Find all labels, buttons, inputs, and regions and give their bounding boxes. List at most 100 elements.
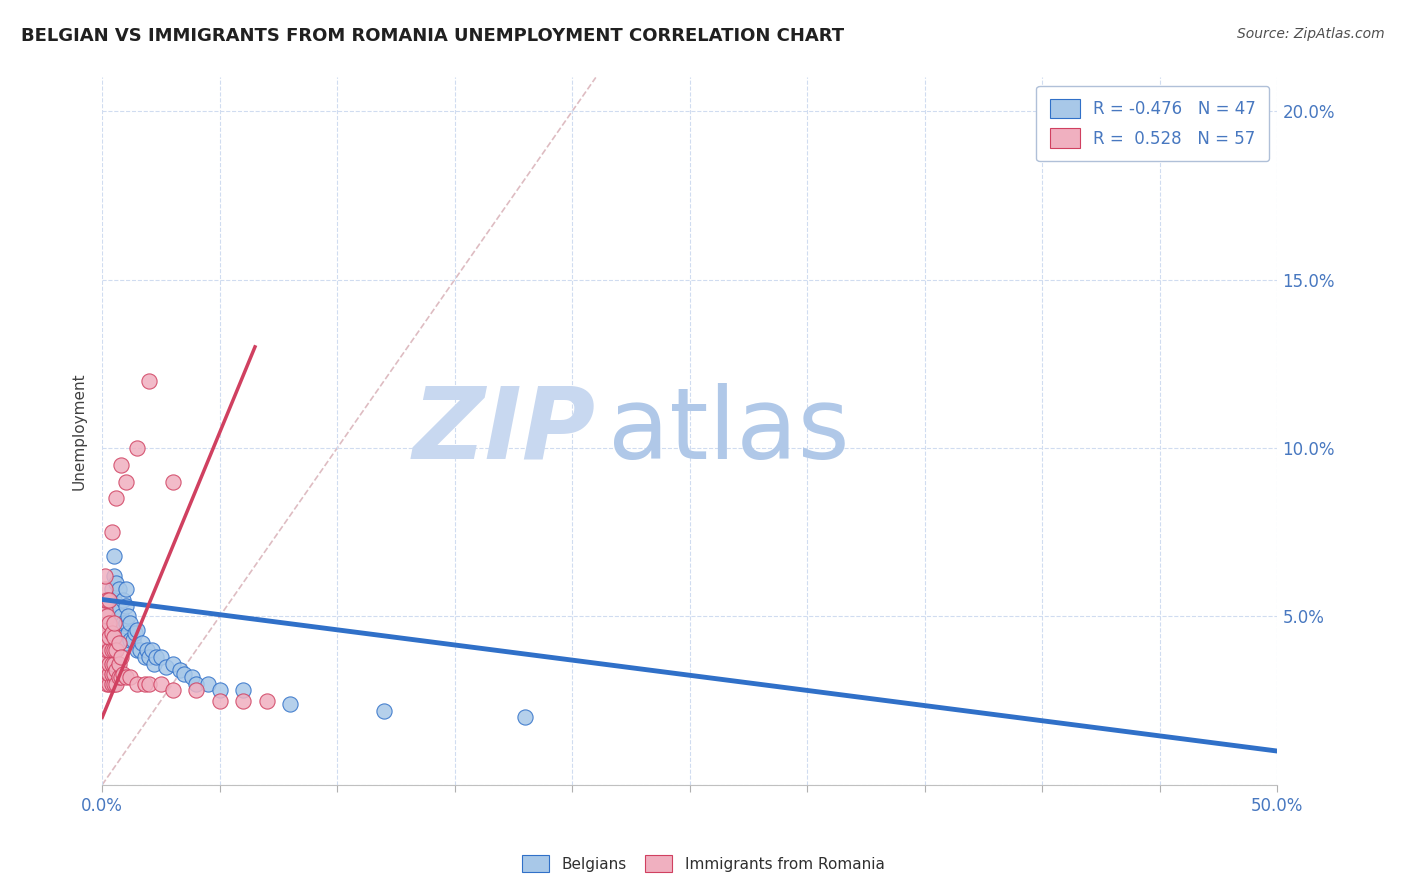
Point [100, 666, 122, 681]
Point [127, 643, 149, 657]
Point [103, 592, 125, 607]
Point [98, 676, 121, 690]
Point [105, 575, 128, 590]
Point [110, 670, 132, 684]
Point [107, 582, 129, 597]
Text: atlas: atlas [607, 383, 849, 480]
Y-axis label: Unemployment: Unemployment [72, 372, 86, 490]
Point [134, 649, 156, 664]
Point [93, 592, 115, 607]
Point [256, 693, 278, 707]
Point [114, 670, 136, 684]
Point [515, 710, 537, 724]
Point [117, 609, 139, 624]
Point [145, 649, 167, 664]
Point [93, 636, 115, 650]
Text: Source: ZipAtlas.com: Source: ZipAtlas.com [1237, 27, 1385, 41]
Point [93, 643, 115, 657]
Point [114, 599, 136, 614]
Point [93, 582, 115, 597]
Point [110, 609, 132, 624]
Legend: Belgians, Immigrants from Romania: Belgians, Immigrants from Romania [515, 847, 891, 880]
Point [103, 676, 125, 690]
Point [117, 626, 139, 640]
Point [98, 657, 121, 671]
Point [173, 666, 195, 681]
Text: ZIP: ZIP [413, 383, 596, 480]
Point [110, 458, 132, 472]
Point [105, 491, 128, 506]
Point [127, 676, 149, 690]
Point [120, 632, 142, 647]
Point [162, 683, 184, 698]
Point [155, 660, 177, 674]
Point [107, 636, 129, 650]
Point [93, 616, 115, 631]
Point [162, 475, 184, 489]
Point [114, 582, 136, 597]
Point [96, 649, 118, 664]
Point [138, 649, 160, 664]
Point [232, 693, 254, 707]
Point [93, 649, 115, 664]
Point [93, 660, 115, 674]
Point [93, 626, 115, 640]
Point [121, 632, 143, 647]
Point [103, 616, 125, 631]
Point [120, 616, 142, 631]
Point [114, 475, 136, 489]
Point [98, 630, 121, 644]
Point [98, 609, 121, 624]
Point [180, 670, 202, 684]
Point [124, 626, 146, 640]
Point [100, 657, 122, 671]
Point [93, 602, 115, 616]
Point [114, 616, 136, 631]
Point [103, 657, 125, 671]
Point [138, 676, 160, 690]
Point [149, 649, 172, 664]
Point [107, 626, 129, 640]
Point [93, 609, 115, 624]
Point [186, 676, 208, 690]
Point [103, 643, 125, 657]
Point [107, 657, 129, 671]
Point [100, 643, 122, 657]
Point [100, 676, 122, 690]
Point [142, 657, 165, 671]
Point [112, 616, 135, 631]
Point [96, 592, 118, 607]
Point [208, 683, 231, 698]
Point [232, 683, 254, 698]
Point [197, 676, 219, 690]
Point [373, 704, 395, 718]
Point [96, 632, 118, 647]
Point [105, 599, 128, 614]
Point [162, 657, 184, 671]
Text: BELGIAN VS IMMIGRANTS FROM ROMANIA UNEMPLOYMENT CORRELATION CHART: BELGIAN VS IMMIGRANTS FROM ROMANIA UNEMP… [21, 27, 844, 45]
Point [131, 636, 153, 650]
Point [100, 525, 122, 540]
Point [278, 697, 301, 711]
Point [169, 663, 191, 677]
Legend: R = -0.476   N = 47, R =  0.528   N = 57: R = -0.476 N = 47, R = 0.528 N = 57 [1036, 86, 1270, 161]
Point [98, 643, 121, 657]
Point [107, 670, 129, 684]
Point [208, 693, 231, 707]
Point [96, 643, 118, 657]
Point [138, 374, 160, 388]
Point [127, 441, 149, 455]
Point [114, 636, 136, 650]
Point [110, 649, 132, 664]
Point [141, 643, 163, 657]
Point [105, 663, 128, 677]
Point [112, 666, 135, 681]
Point [112, 592, 135, 607]
Point [98, 592, 121, 607]
Point [105, 643, 128, 657]
Point [100, 582, 122, 597]
Point [103, 666, 125, 681]
Point [98, 616, 121, 631]
Point [120, 670, 142, 684]
Point [93, 569, 115, 583]
